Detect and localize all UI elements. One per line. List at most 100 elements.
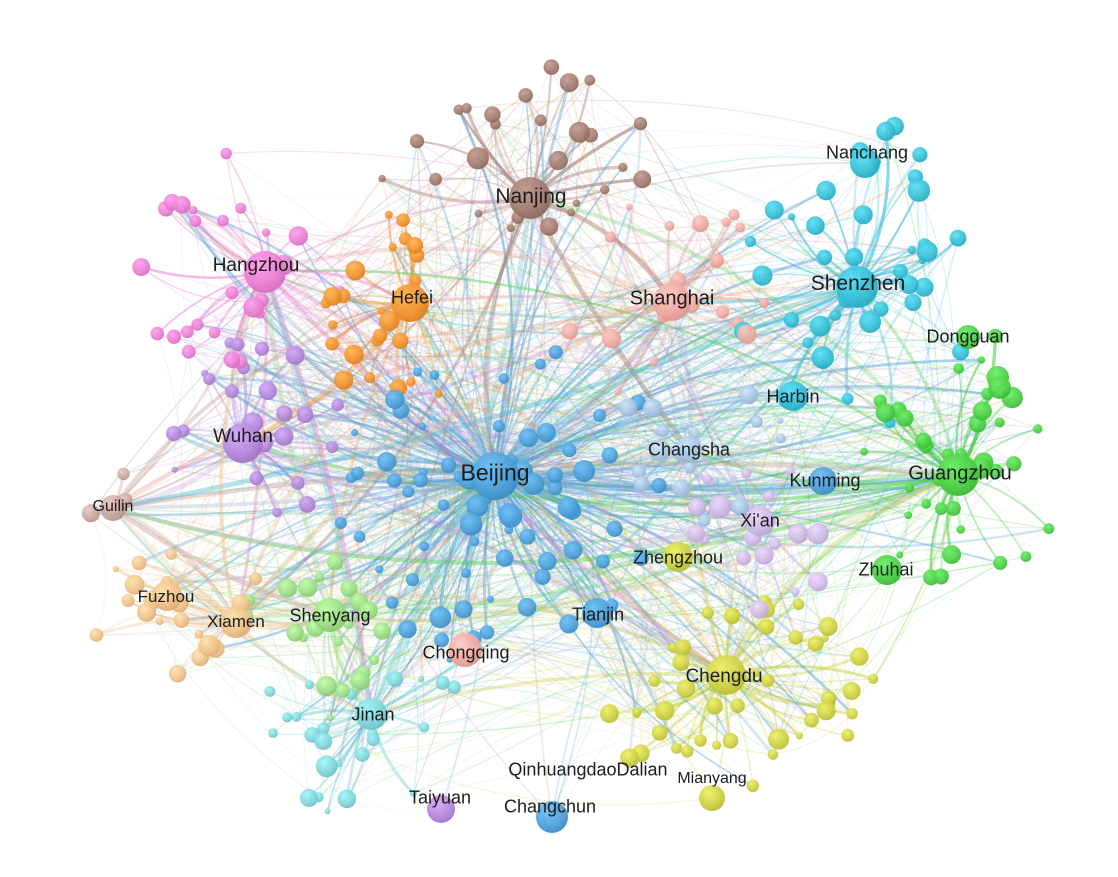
graph-node — [547, 480, 563, 496]
graph-node — [409, 789, 417, 797]
graph-node — [181, 344, 196, 359]
graph-node — [904, 293, 922, 311]
graph-node — [706, 655, 746, 695]
graph-node — [915, 432, 932, 449]
graph-node — [651, 477, 667, 494]
graph-node — [754, 545, 774, 565]
graph-node — [806, 216, 825, 235]
graph-node — [264, 685, 276, 697]
graph-node — [758, 618, 775, 635]
graph-node — [409, 134, 425, 149]
graph-node — [326, 553, 344, 571]
graph-node — [89, 628, 104, 642]
graph-node — [737, 324, 757, 344]
graph-node — [243, 296, 265, 318]
graph-node — [680, 745, 694, 758]
graph-node — [498, 373, 510, 384]
graph-node — [220, 147, 232, 160]
graph-node — [988, 464, 1004, 479]
graph-node — [850, 647, 869, 666]
graph-node — [419, 722, 430, 733]
graph-node — [100, 495, 126, 521]
graph-node — [937, 454, 979, 496]
graph-node — [977, 356, 986, 364]
graph-node — [697, 513, 711, 527]
graph-node — [681, 422, 689, 430]
graph-node — [316, 675, 337, 697]
graph-node — [802, 337, 814, 349]
graph-node — [409, 274, 422, 287]
graph-node — [788, 213, 796, 221]
graph-node — [538, 552, 557, 571]
graph-node — [744, 235, 757, 247]
graph-node — [518, 428, 538, 448]
graph-node — [795, 732, 803, 740]
graph-node — [194, 629, 204, 639]
graph-node — [405, 573, 420, 587]
graph-node — [841, 729, 855, 742]
graph-node — [447, 680, 461, 694]
graph-node — [559, 73, 579, 93]
graph-node — [191, 318, 204, 331]
graph-node — [689, 428, 701, 439]
graph-node — [299, 788, 319, 808]
graph-node — [809, 467, 837, 495]
graph-node — [988, 328, 1003, 344]
graph-node — [904, 511, 913, 520]
graph-node — [557, 496, 580, 519]
graph-node — [631, 464, 647, 479]
graph-node — [461, 568, 471, 578]
graph-node — [437, 499, 450, 511]
graph-node — [651, 724, 668, 741]
graph-node — [509, 177, 551, 219]
graph-node — [633, 476, 650, 492]
graph-node — [767, 749, 779, 760]
graph-node — [137, 602, 157, 622]
graph-node — [816, 249, 833, 265]
graph-node — [285, 345, 305, 365]
graph-node — [949, 229, 967, 247]
graph-node — [916, 240, 938, 263]
graph-node — [534, 358, 546, 370]
graph-node — [788, 630, 803, 645]
graph-node — [701, 606, 714, 620]
graph-node — [595, 554, 611, 569]
graph-node — [684, 462, 696, 474]
graph-node — [217, 214, 229, 227]
graph-node — [326, 714, 334, 722]
graph-node — [702, 474, 713, 485]
graph-node — [818, 617, 838, 636]
graph-node — [314, 732, 333, 751]
graph-node — [914, 277, 934, 297]
graph-node — [168, 665, 187, 683]
graph-node — [568, 121, 590, 143]
graph-node — [730, 698, 745, 714]
graph-node — [1020, 551, 1032, 562]
graph-node — [741, 468, 752, 479]
graph-node — [418, 422, 427, 431]
graph-node — [711, 476, 720, 485]
graph-node — [778, 381, 808, 411]
graph-node — [672, 654, 690, 672]
graph-node — [761, 673, 775, 688]
graph-node — [534, 568, 551, 586]
graph-node — [750, 600, 769, 619]
graph-node — [392, 332, 409, 349]
graph-node — [972, 401, 992, 421]
graph-node — [314, 572, 325, 582]
graph-node — [893, 264, 908, 279]
graph-node — [763, 490, 775, 503]
graph-node — [388, 243, 397, 252]
graph-node — [244, 251, 286, 293]
graph-node — [208, 327, 221, 339]
graph-node — [676, 436, 702, 462]
graph-node — [945, 500, 961, 516]
graph-node — [112, 565, 119, 573]
graph-node — [203, 372, 216, 385]
graph-node — [454, 600, 473, 619]
graph-node — [604, 231, 617, 243]
graph-node — [907, 245, 916, 254]
graph-node — [708, 495, 732, 519]
graph-node — [736, 550, 751, 566]
graph-node — [829, 309, 841, 321]
